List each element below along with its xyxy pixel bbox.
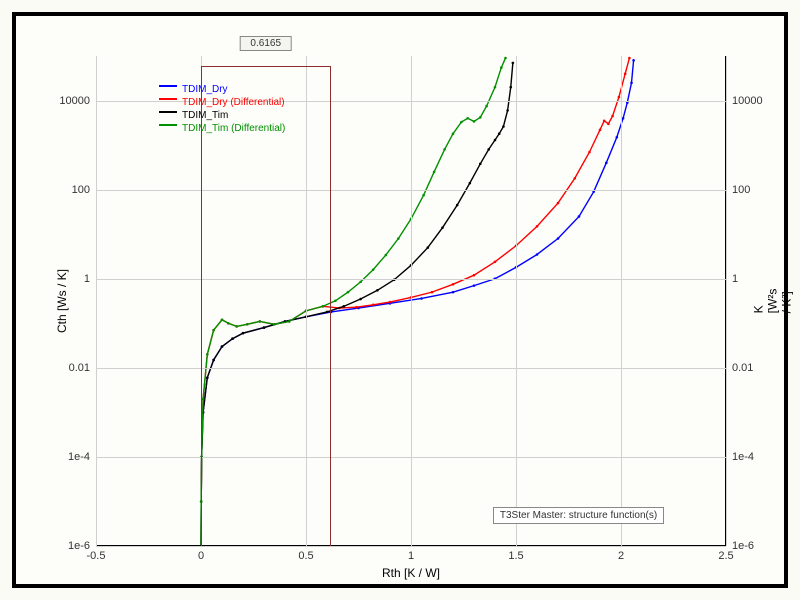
legend-swatch [159, 111, 177, 119]
outer-frame: TDIM_Dry TDIM_Dry (Differential) TDIM_Tim T… [12, 12, 788, 588]
y-tick-left: 10000 [48, 95, 90, 107]
legend-label: TDIM_Tim [182, 110, 228, 121]
legend-item: TDIM_Dry (Differential) [159, 96, 285, 109]
y-tick-left: 100 [48, 184, 90, 196]
x-tick: 1.5 [508, 550, 523, 562]
legend-swatch [159, 124, 177, 132]
y-tick-left: 0.01 [48, 362, 90, 374]
legend-item: TDIM_Tim [159, 109, 285, 122]
legend-label: TDIM_Dry (Differential) [182, 97, 285, 108]
y-tick-left: 1e-4 [48, 451, 90, 463]
marker-value: 0.6165 [250, 38, 281, 49]
legend-swatch [159, 85, 177, 93]
y-tick-right: 1 [732, 273, 738, 285]
legend-label: TDIM_Dry [182, 84, 228, 95]
y-tick-left: 1e-6 [48, 540, 90, 552]
annotation-box: T3Ster Master: structure function(s) [493, 507, 664, 524]
y-tick-right: 1e-6 [732, 540, 754, 552]
legend-item: TDIM_Tim (Differential) [159, 122, 285, 135]
series-TDIM_Tim [201, 63, 513, 546]
x-tick: 0.5 [298, 550, 313, 562]
legend-item: TDIM_Dry [159, 83, 285, 96]
x-tick: 0 [198, 550, 204, 562]
y-tick-right: 0.01 [732, 362, 753, 374]
plot-area: TDIM_Dry TDIM_Dry (Differential) TDIM_Tim T… [96, 56, 726, 546]
y-tick-right: 10000 [732, 95, 763, 107]
marker-value-box: 0.6165 [239, 36, 292, 51]
x-axis-label: Rth [K / W] [382, 566, 440, 580]
legend-swatch [159, 98, 177, 106]
y-axis-right-label: K [W²s / K²] [751, 289, 793, 314]
legend-label: TDIM_Tim (Differential) [182, 123, 285, 134]
x-tick: 2 [618, 550, 624, 562]
x-tick: 1 [408, 550, 414, 562]
annotation-text: T3Ster Master: structure function(s) [500, 510, 657, 521]
y-tick-right: 100 [732, 184, 750, 196]
legend: TDIM_Dry TDIM_Dry (Differential) TDIM_Tim T… [159, 83, 285, 135]
y-tick-left: 1 [48, 273, 90, 285]
y-tick-right: 1e-4 [732, 451, 754, 463]
